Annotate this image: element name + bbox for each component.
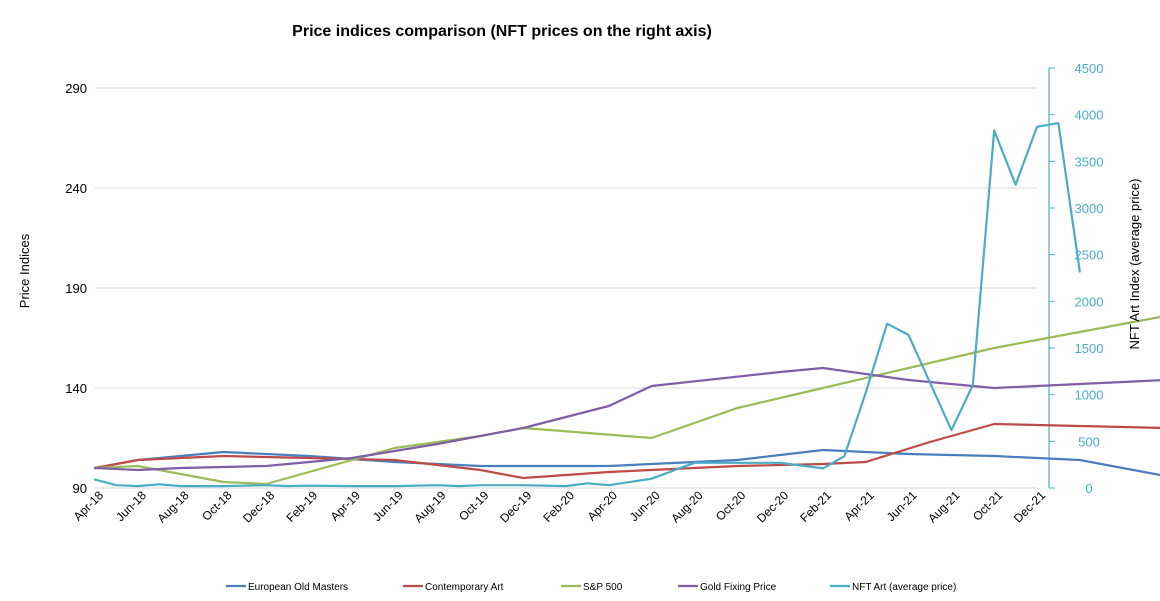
y2-axis-label: NFT Art Index (average price) xyxy=(1127,179,1142,350)
legend-label-european-old-masters: European Old Masters xyxy=(248,582,348,593)
y-tick-label: 190 xyxy=(65,281,87,296)
x-tick-label: Aug-19 xyxy=(411,488,448,525)
legend-label-contemporary-art: Contemporary Art xyxy=(425,582,504,593)
legend-label-nft-art-average-price: NFT Art (average price) xyxy=(852,582,956,593)
x-tick-label: Apr-21 xyxy=(841,488,877,524)
y2-tick-label: 3000 xyxy=(1075,201,1104,216)
series-line-nft-art-average-price xyxy=(93,121,1081,488)
series-line-contemporary-art xyxy=(93,422,1160,480)
y-tick-label: 290 xyxy=(65,81,87,96)
y-axis-label: Price Indices xyxy=(17,233,32,308)
y2-tick-label: 0 xyxy=(1085,481,1092,496)
x-tick-label: Oct-19 xyxy=(456,488,492,524)
x-tick-label: Jun-21 xyxy=(884,488,920,524)
series-line-s-p-500 xyxy=(93,315,1160,486)
x-tick-label: Feb-20 xyxy=(540,488,577,525)
legend-label-gold-fixing-price: Gold Fixing Price xyxy=(700,582,777,593)
x-tick-label: Oct-21 xyxy=(970,488,1006,524)
y2-tick-label: 4000 xyxy=(1075,108,1104,123)
series-line-european-old-masters xyxy=(93,448,1160,477)
chart-title: Price indices comparison (NFT prices on … xyxy=(292,23,712,40)
y-tick-label: 90 xyxy=(73,481,87,496)
y2-tick-label: 1500 xyxy=(1075,341,1104,356)
x-tick-label: Jun-19 xyxy=(370,488,406,524)
y2-tick-label: 4500 xyxy=(1075,61,1104,76)
x-tick-label: Aug-18 xyxy=(154,488,191,525)
x-tick-label: Jun-18 xyxy=(113,488,149,524)
y-tick-label: 140 xyxy=(65,381,87,396)
legend-label-s-p-500: S&P 500 xyxy=(583,582,623,593)
y2-tick-label: 2500 xyxy=(1075,248,1104,263)
y2-tick-label: 2000 xyxy=(1075,294,1104,309)
y-tick-label: 240 xyxy=(65,181,87,196)
x-tick-label: Aug-20 xyxy=(668,488,705,525)
x-tick-label: Dec-19 xyxy=(497,488,534,525)
x-tick-label: Aug-21 xyxy=(925,488,962,525)
x-tick-label: Apr-19 xyxy=(328,488,364,524)
y2-tick-label: 3500 xyxy=(1075,154,1104,169)
series-line-gold-fixing-price xyxy=(93,366,1160,472)
x-tick-label: Dec-18 xyxy=(240,488,277,525)
x-tick-label: Apr-20 xyxy=(585,488,621,524)
x-tick-label: Feb-19 xyxy=(283,488,320,525)
y2-tick-label: 500 xyxy=(1078,434,1100,449)
series-layer xyxy=(93,121,1160,488)
x-tick-label: Dec-21 xyxy=(1011,488,1048,525)
legend: European Old Masters Contemporary Art S&P … xyxy=(226,582,956,593)
y2-tick-label: 1000 xyxy=(1075,388,1104,403)
grid-layer xyxy=(95,87,1037,389)
x-tick-label: Feb-21 xyxy=(797,488,834,525)
x-tick-label: Oct-18 xyxy=(199,488,235,524)
x-tick-label: Oct-20 xyxy=(713,488,749,524)
x-tick-label: Dec-20 xyxy=(754,488,791,525)
x-tick-label: Jun-20 xyxy=(627,488,663,524)
